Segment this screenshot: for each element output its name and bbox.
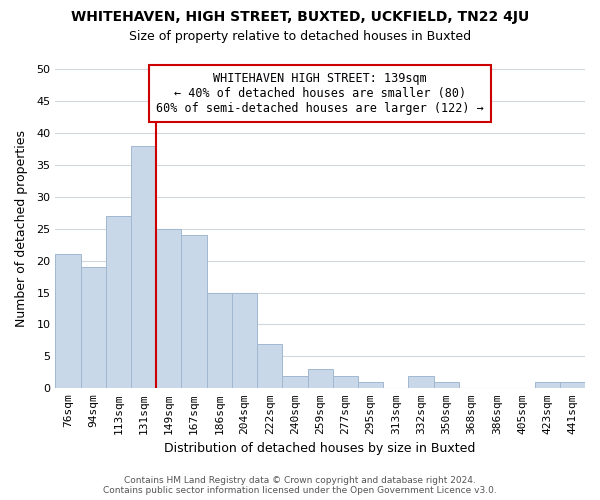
Bar — [206, 292, 232, 388]
Bar — [283, 376, 308, 388]
Text: Size of property relative to detached houses in Buxted: Size of property relative to detached ho… — [129, 30, 471, 43]
Bar — [156, 228, 181, 388]
Bar — [80, 267, 106, 388]
Bar — [257, 344, 283, 388]
Bar — [358, 382, 383, 388]
Bar — [434, 382, 459, 388]
Bar — [232, 292, 257, 388]
Text: WHITEHAVEN HIGH STREET: 139sqm
← 40% of detached houses are smaller (80)
60% of : WHITEHAVEN HIGH STREET: 139sqm ← 40% of … — [156, 72, 484, 115]
Bar — [535, 382, 560, 388]
Text: WHITEHAVEN, HIGH STREET, BUXTED, UCKFIELD, TN22 4JU: WHITEHAVEN, HIGH STREET, BUXTED, UCKFIEL… — [71, 10, 529, 24]
Y-axis label: Number of detached properties: Number of detached properties — [15, 130, 28, 327]
Bar — [106, 216, 131, 388]
X-axis label: Distribution of detached houses by size in Buxted: Distribution of detached houses by size … — [164, 442, 476, 455]
Bar — [55, 254, 80, 388]
Bar — [181, 235, 206, 388]
Text: Contains HM Land Registry data © Crown copyright and database right 2024.
Contai: Contains HM Land Registry data © Crown c… — [103, 476, 497, 495]
Bar — [409, 376, 434, 388]
Bar — [131, 146, 156, 388]
Bar — [560, 382, 585, 388]
Bar — [308, 369, 333, 388]
Bar — [333, 376, 358, 388]
